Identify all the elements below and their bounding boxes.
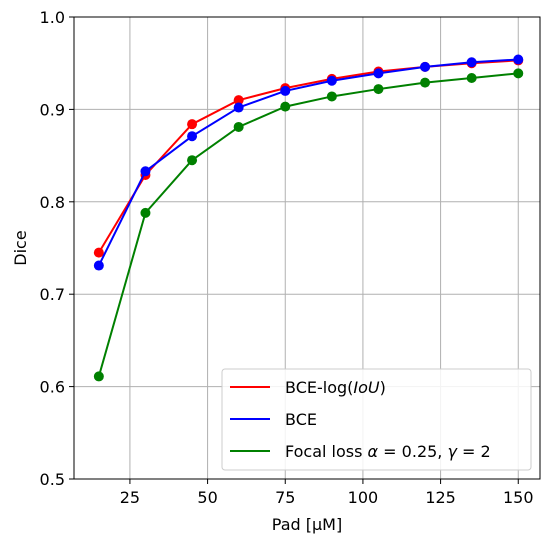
data-point (280, 102, 290, 112)
series-line-1 (99, 60, 518, 266)
series-line-2 (99, 73, 518, 376)
y-axis-label: Dice (11, 230, 30, 265)
data-point (373, 84, 383, 94)
legend-label-part: = 0.25, (378, 442, 447, 461)
legend-label-bce-log-iou: BCE-log(IoU) (285, 378, 386, 397)
data-point (187, 155, 197, 165)
data-point (187, 131, 197, 141)
x-tick-label: 75 (275, 488, 295, 507)
y-tick-label: 0.6 (40, 378, 65, 397)
data-point (513, 55, 523, 65)
data-point (94, 371, 104, 381)
x-tick-label: 25 (120, 488, 140, 507)
x-tick-label: 50 (197, 488, 217, 507)
y-tick-label: 0.7 (40, 285, 65, 304)
data-point (467, 57, 477, 67)
data-point (513, 68, 523, 78)
legend-label-part: IoU (353, 378, 380, 397)
data-point (280, 86, 290, 96)
legend-label-part: BCE-log( (285, 378, 353, 397)
legend: BCE-log(IoU) BCE Focal loss α = 0.25, γ … (222, 369, 531, 470)
data-point (94, 261, 104, 271)
series-line-0 (99, 60, 518, 252)
y-tick-label: 0.8 (40, 193, 65, 212)
legend-label-part: = 2 (457, 442, 491, 461)
legend-label-part: BCE (285, 410, 317, 429)
x-axis-label: Pad [μM] (272, 515, 342, 534)
data-point (234, 103, 244, 113)
legend-label-focal-loss: Focal loss α = 0.25, γ = 2 (285, 442, 491, 461)
data-point (140, 208, 150, 218)
y-tick-label: 1.0 (40, 8, 65, 27)
data-point (140, 166, 150, 176)
x-tick-label: 100 (348, 488, 379, 507)
legend-label-part: ) (380, 378, 386, 397)
series-layer (94, 55, 523, 382)
data-point (234, 122, 244, 132)
legend-label-part: Focal loss (285, 442, 368, 461)
y-tick-label: 0.9 (40, 100, 65, 119)
data-point (467, 73, 477, 83)
data-point (420, 62, 430, 72)
legend-label-bce: BCE (285, 410, 317, 429)
x-tick-label: 125 (425, 488, 456, 507)
data-point (187, 119, 197, 129)
data-point (327, 91, 337, 101)
data-point (373, 68, 383, 78)
x-tick-label: 150 (503, 488, 534, 507)
data-point (94, 248, 104, 258)
data-point (420, 78, 430, 88)
legend-label-part: α (368, 442, 379, 461)
data-point (327, 76, 337, 86)
y-tick-label: 0.5 (40, 470, 65, 489)
